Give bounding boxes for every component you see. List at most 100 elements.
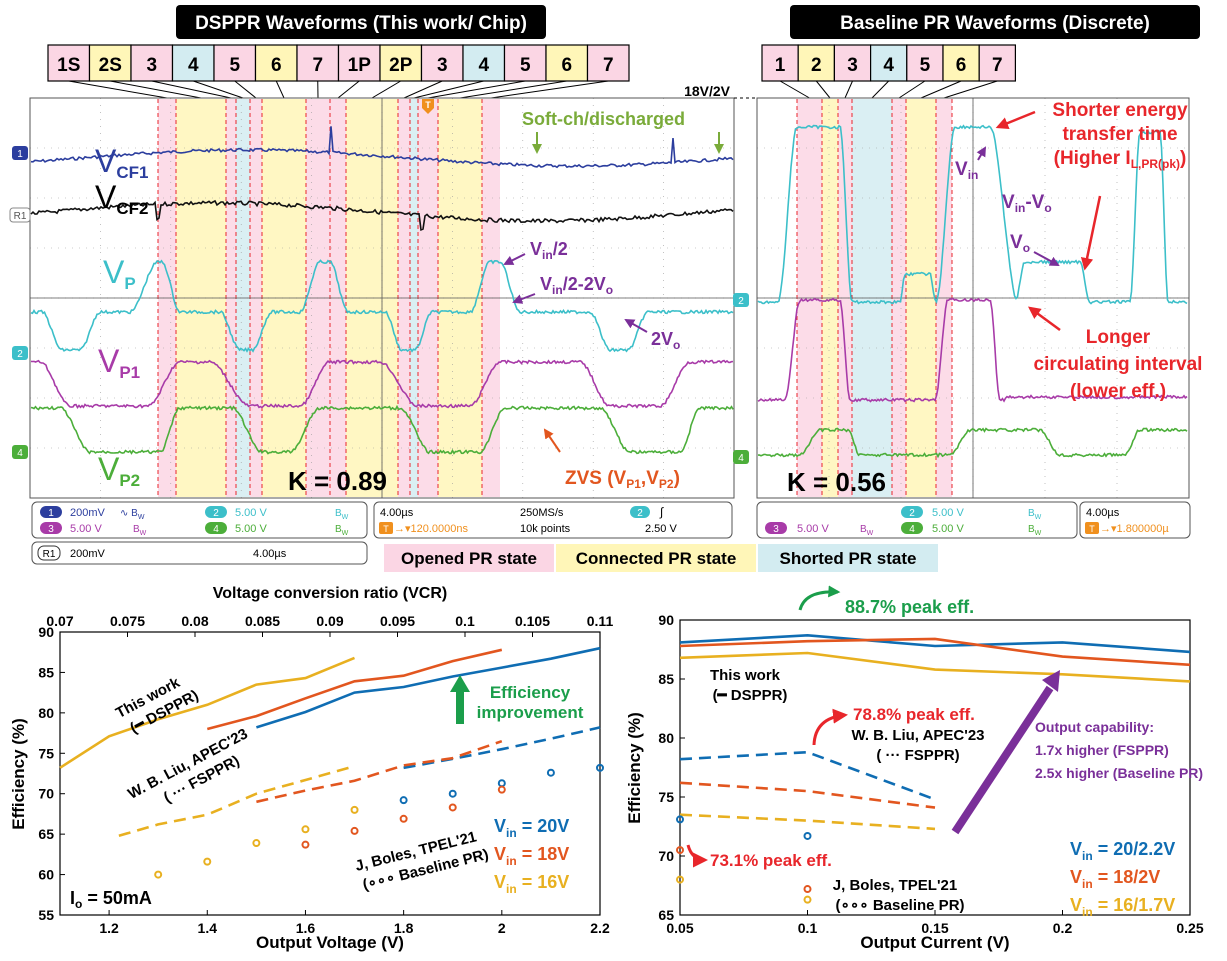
ch4-marker-label: 4 xyxy=(17,448,23,459)
legend-v: V xyxy=(1070,839,1082,859)
chart1-improvement-1: Efficiency xyxy=(490,683,571,702)
chart-efficiency-vs-voltage: 1.2 1.4 1.6 1.8 2 2.2 55 60 65 70 75 80 85 900.07 0.07… xyxy=(9,585,613,952)
data-point xyxy=(252,839,261,848)
legend-v: V xyxy=(494,816,506,836)
y-tick-label: 70 xyxy=(38,786,54,802)
data-point xyxy=(301,825,310,834)
trigger-marker xyxy=(422,99,434,114)
status-ch3: 3 xyxy=(48,524,54,535)
right-ch4-marker-label: 4 xyxy=(738,453,744,464)
state-connector xyxy=(68,80,168,99)
chart1-top-xlabel: Voltage conversion ratio (VCR) xyxy=(213,585,447,602)
x-tick-label: 1.6 xyxy=(296,920,316,936)
scope-left-state-labels: 1S 2S 3 4 5 6 7 1P 2P 3 4 5 6 7 xyxy=(47,44,630,99)
status-r1-badge xyxy=(37,545,61,561)
annotation-vo: Vo xyxy=(1010,232,1030,255)
annotation-vin2-2vo: Vin/2-2Vo xyxy=(540,274,613,297)
label-vp1: VP1 xyxy=(98,343,140,382)
chart1-improvement-arrow-head xyxy=(450,675,470,692)
chart2-this-work-1: This work xyxy=(710,667,781,684)
legend-entry: Vin = 18V xyxy=(494,844,569,868)
right-ch2-marker-label: 2 xyxy=(738,296,744,307)
y-tick-label: 85 xyxy=(658,671,674,687)
chart1-io: Io = 50mA xyxy=(70,888,152,911)
arrow-shorter xyxy=(995,110,1036,130)
scope-right-title: Baseline PR Waveforms (Discrete) xyxy=(840,13,1150,34)
trace-vp xyxy=(30,259,734,353)
status-r1: R1 xyxy=(43,549,56,560)
data-point xyxy=(676,846,684,855)
arrow-peak-dsppr xyxy=(798,585,841,611)
legend-opened-box xyxy=(384,544,554,572)
k-left: K = 0.89 xyxy=(288,466,387,496)
legend-sub: in xyxy=(506,882,517,896)
status-bw3: BW xyxy=(133,524,147,537)
scope-right-grid xyxy=(757,98,1189,498)
ch4-marker xyxy=(12,445,28,459)
annotation-zvs: ZVS (VP1,VP2) xyxy=(565,468,680,491)
trace-vcf2 xyxy=(30,199,734,232)
right-status-ch2-v: 5.00 V xyxy=(932,507,964,519)
state-label: 7 xyxy=(603,55,614,76)
status-ch2-v: 5.00 V xyxy=(235,507,267,519)
right-status-time: 4.00µs xyxy=(1086,507,1120,519)
chart2-boles-1: J, Boles, TPEL'21 xyxy=(833,877,957,894)
chart2-xlabel: Output Current (V) xyxy=(860,933,1009,952)
right-ch4-marker xyxy=(733,450,749,464)
top-tick-label: 0.1 xyxy=(455,613,475,629)
state-box xyxy=(379,44,423,82)
scope-left-grid xyxy=(30,98,734,498)
x-tick-label: 1.4 xyxy=(198,920,218,936)
chart1-improvement-arrow-shaft xyxy=(456,690,464,724)
state-connector xyxy=(779,80,810,99)
scope-left-title: DSPPR Waveforms (This work/ Chip) xyxy=(195,13,527,34)
chart2-this-work-2: (━ DSPPR) xyxy=(713,687,788,704)
state-connector xyxy=(337,80,360,99)
status-ch2-badge xyxy=(205,506,227,518)
state-connector xyxy=(427,80,526,99)
data-point xyxy=(497,785,506,794)
top-tick-label: 0.08 xyxy=(181,613,208,629)
state-label: 6 xyxy=(271,55,282,76)
y-tick-label: 60 xyxy=(38,867,54,883)
scope-right: Baseline PR Waveforms (Discrete) 1 2 3 4 5 6 7… xyxy=(733,5,1203,539)
series-line xyxy=(679,651,1191,683)
right-status-ch4-badge xyxy=(901,522,923,534)
state-connector xyxy=(898,80,926,99)
data-point xyxy=(399,814,408,823)
state-connector xyxy=(403,80,443,99)
status-trig-pos-badge xyxy=(379,522,393,534)
arrow-longer xyxy=(1027,306,1061,332)
r1-marker-label: R1 xyxy=(14,211,27,222)
status-channels-box xyxy=(31,501,368,539)
arrow-vin2 xyxy=(503,253,526,265)
annotation-vin-vo: Vin-Vo xyxy=(1002,192,1052,215)
status-bw4: BW xyxy=(335,524,349,537)
arrow-peak-fsppr xyxy=(812,708,848,746)
status-ch1-badge xyxy=(40,506,62,518)
chart1-improvement-2: improvement xyxy=(477,703,584,722)
state-label: 3 xyxy=(146,55,157,76)
right-status-bw4: BW xyxy=(1028,524,1042,537)
legend-sub: in xyxy=(1082,877,1093,891)
state-connector xyxy=(459,80,567,99)
legend-entry: Vin = 20V xyxy=(494,816,569,840)
annotation-longer-2: circulating interval xyxy=(1034,354,1203,375)
trace-vp2 xyxy=(30,404,734,455)
right-status-trig-pos: →▾1.800000µ xyxy=(1100,523,1169,535)
state-box xyxy=(462,44,506,82)
legend-rest: = 20V xyxy=(517,816,570,836)
right-status-box xyxy=(756,501,1078,539)
trace-right-vp2 xyxy=(757,427,1188,459)
state-connector xyxy=(844,80,853,99)
x-tick-label: 0.05 xyxy=(666,920,693,936)
legend-sub: in xyxy=(506,826,517,840)
legend-shorted: Shorted PR state xyxy=(780,549,917,568)
legend-rest: = 18V xyxy=(517,844,570,864)
x-tick-label: 0.1 xyxy=(798,920,818,936)
series-line xyxy=(679,750,936,801)
scope-right-title-box xyxy=(790,5,1200,39)
legend-entry: Vin = 18/2V xyxy=(1070,867,1160,891)
legend-entry: Vin = 20/2.2V xyxy=(1070,839,1175,863)
state-box xyxy=(337,44,381,82)
